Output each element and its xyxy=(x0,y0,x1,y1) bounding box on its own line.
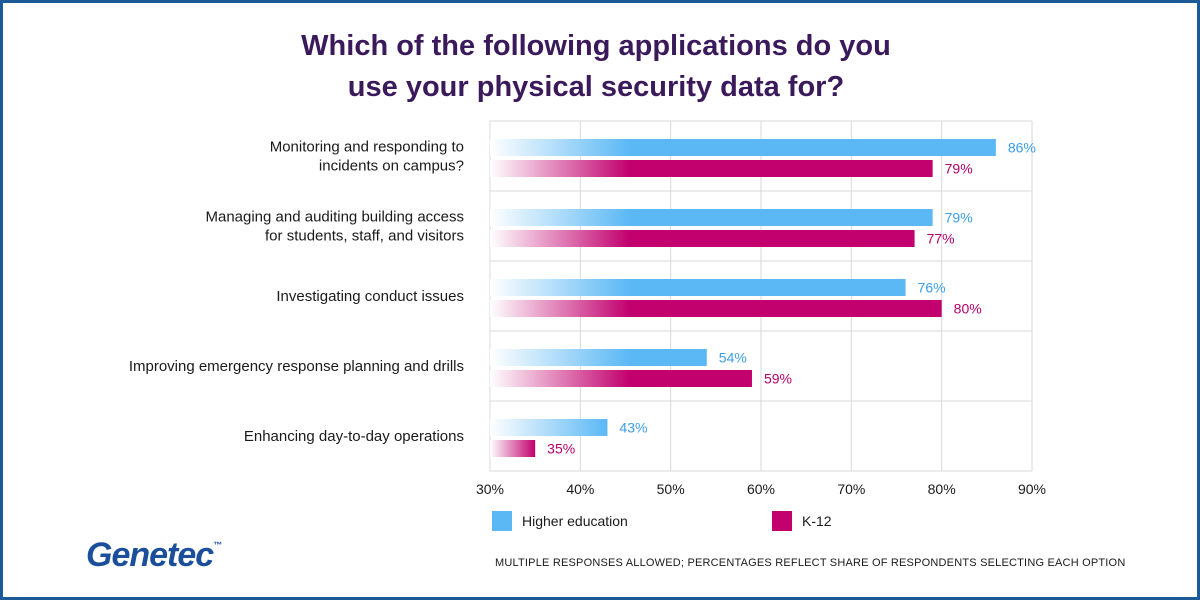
bar-fade-0-0 xyxy=(490,139,630,156)
logo-text: Genetec xyxy=(86,536,214,574)
value-label-1-4: 35% xyxy=(547,441,575,457)
chart-title: Which of the following applications do y… xyxy=(200,26,992,108)
category-label-0-line-0: Monitoring and responding to xyxy=(270,139,464,156)
category-label-4: Enhancing day-to-day operations xyxy=(244,428,464,445)
chart-title-line-1: Which of the following applications do y… xyxy=(301,30,891,62)
value-label-0-0: 86% xyxy=(1008,140,1036,156)
value-label-1-3: 59% xyxy=(764,371,792,387)
bar-fade-0-4 xyxy=(490,419,608,436)
category-label-2: Investigating conduct issues xyxy=(276,288,464,305)
bar-fade-0-1 xyxy=(490,209,630,226)
value-label-0-3: 54% xyxy=(719,350,747,366)
bar-fade-1-4 xyxy=(490,440,536,457)
value-label-1-2: 80% xyxy=(954,301,982,317)
bar-fade-0-2 xyxy=(490,279,630,296)
legend-swatch-higher-education xyxy=(492,511,512,531)
category-label-1: Managing and auditing building access for… xyxy=(205,209,464,245)
logo-trademark: ™ xyxy=(213,540,223,550)
bar-fade-1-2 xyxy=(490,300,630,317)
legend-item-k12: K-12 xyxy=(772,510,832,532)
legend-item-higher-education: Higher education xyxy=(492,510,628,532)
category-label-3: Improving emergency response planning an… xyxy=(129,358,464,375)
value-label-0-4: 43% xyxy=(619,420,647,436)
chart-title-line-2: use your physical security data for? xyxy=(347,71,845,103)
x-tick-label-4: 70% xyxy=(837,481,865,497)
category-label-0: Monitoring and responding to incidents on… xyxy=(270,139,464,175)
value-label-0-2: 76% xyxy=(918,280,946,296)
value-label-1-0: 79% xyxy=(945,161,973,177)
genetec-logo: Genetec™ xyxy=(86,536,222,575)
x-tick-label-3: 60% xyxy=(747,481,775,497)
bar-fade-1-1 xyxy=(490,230,630,247)
bar-fade-1-3 xyxy=(490,370,630,387)
footnote: MULTIPLE RESPONSES ALLOWED; PERCENTAGES … xyxy=(495,557,1126,569)
category-label-0-line-1: incidents on campus? xyxy=(319,158,464,175)
value-label-1-1: 77% xyxy=(927,231,955,247)
legend-label-k12: K-12 xyxy=(802,513,832,529)
category-label-2-line-0: Investigating conduct issues xyxy=(276,288,464,305)
x-tick-label-0: 30% xyxy=(476,481,504,497)
x-tick-label-6: 90% xyxy=(1018,481,1046,497)
category-label-1-line-0: Managing and auditing building access xyxy=(205,209,464,226)
legend-label-higher-education: Higher education xyxy=(522,513,628,529)
category-label-3-line-0: Improving emergency response planning an… xyxy=(129,358,464,375)
category-label-1-line-1: for students, staff, and visitors xyxy=(265,228,464,245)
category-label-4-line-0: Enhancing day-to-day operations xyxy=(244,428,464,445)
bar-fade-1-0 xyxy=(490,160,630,177)
x-tick-label-2: 50% xyxy=(657,481,685,497)
value-label-0-1: 79% xyxy=(945,210,973,226)
legend-swatch-k12 xyxy=(772,511,792,531)
x-tick-label-5: 80% xyxy=(928,481,956,497)
bar-fade-0-3 xyxy=(490,349,630,366)
x-tick-label-1: 40% xyxy=(566,481,594,497)
